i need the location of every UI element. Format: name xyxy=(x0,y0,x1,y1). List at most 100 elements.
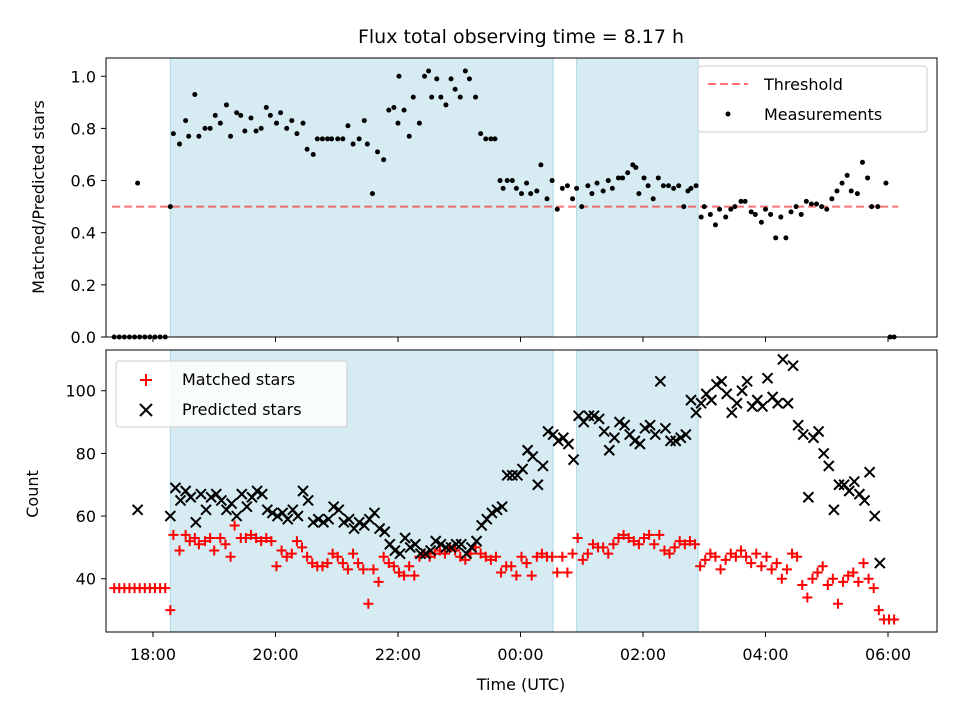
predicted-star-point xyxy=(261,504,274,516)
matched-star-point xyxy=(807,573,818,584)
matched-star-point xyxy=(220,539,231,550)
matched-star-point xyxy=(460,554,471,565)
matched-star-point xyxy=(838,576,849,587)
matched-star-point xyxy=(200,536,211,547)
matched-star-point xyxy=(521,558,532,569)
predicted-star-point xyxy=(353,516,365,529)
matched-star-point xyxy=(229,520,240,531)
matched-star-point xyxy=(649,539,660,550)
bottom-legend: Matched stars Predicted stars xyxy=(115,360,348,428)
measurement-point xyxy=(559,185,565,191)
measurement-point xyxy=(462,68,468,74)
measurement-point xyxy=(549,178,555,184)
measurement-point xyxy=(396,73,402,79)
measurement-point xyxy=(248,115,254,121)
measurement-point xyxy=(854,191,860,197)
predicted-star-point xyxy=(603,444,616,456)
matched-star-point xyxy=(399,570,410,581)
measurement-point xyxy=(824,206,830,212)
x-tick-label: 18:00 xyxy=(130,645,176,664)
measurement-point xyxy=(655,175,661,181)
measurement-point xyxy=(808,201,814,207)
measurement-point xyxy=(660,183,666,189)
predicted-star-point xyxy=(669,435,682,447)
matched-star-point xyxy=(393,567,404,578)
matched-star-point xyxy=(725,548,736,559)
measurement-point xyxy=(738,198,744,204)
measurement-point xyxy=(234,110,240,116)
predicted-star-point xyxy=(174,494,187,507)
measurement-point xyxy=(570,196,576,202)
predicted-star-point xyxy=(527,450,539,463)
predicted-star-point xyxy=(327,500,340,513)
predicted-star-point xyxy=(230,510,243,522)
matched-star-point xyxy=(552,567,563,578)
predicted-star-point xyxy=(705,394,718,406)
measurement-point xyxy=(564,183,570,189)
measurement-point xyxy=(212,112,218,118)
matched-star-point xyxy=(332,551,343,562)
matched-star-point xyxy=(787,548,798,559)
measurement-point xyxy=(500,185,506,191)
measurement-point xyxy=(594,180,600,186)
measurements-series xyxy=(111,68,897,340)
measurement-point xyxy=(778,214,784,220)
matched-star-point xyxy=(475,548,486,559)
bottom-legend-box xyxy=(115,360,348,428)
matched-star-point xyxy=(863,573,874,584)
measurement-point xyxy=(294,131,300,137)
matched-star-point xyxy=(843,570,854,581)
measurement-point xyxy=(859,159,865,165)
predicted-star-point xyxy=(399,532,411,544)
measurement-point xyxy=(202,125,208,131)
matched-star-point xyxy=(251,533,262,543)
predicted-star-point xyxy=(307,516,319,529)
matched-star-point xyxy=(205,533,216,543)
matched-star-point xyxy=(261,533,272,543)
matched-star-point xyxy=(715,564,726,575)
matched-star-point xyxy=(189,533,200,543)
predicted-star-point xyxy=(664,435,677,447)
predicted-star-point xyxy=(205,491,217,503)
matched-star-point xyxy=(598,542,609,553)
matched-star-point xyxy=(654,529,665,540)
measurement-point xyxy=(538,162,544,168)
predicted-star-point xyxy=(302,494,314,507)
matched-star-point xyxy=(644,529,655,540)
predicted-star-point xyxy=(131,504,144,516)
matched-star-point xyxy=(193,539,204,550)
predicted-star-point xyxy=(225,497,238,510)
matched-star-point xyxy=(388,561,399,572)
predicted-star-point xyxy=(185,491,197,503)
predicted-star-point xyxy=(430,535,442,547)
matched-star-point xyxy=(741,551,752,562)
bottom-y-axis-label: Count xyxy=(23,470,42,518)
matched-star-point xyxy=(531,551,542,562)
matched-star-point xyxy=(297,542,308,553)
measurement-point xyxy=(728,206,734,212)
matched-star-point xyxy=(746,558,757,569)
matched-star-point xyxy=(853,576,864,587)
matched-star-point xyxy=(817,561,828,572)
matched-star-point xyxy=(547,551,558,562)
matched-star-point xyxy=(705,548,716,559)
y-tick-label: 0.0 xyxy=(71,328,96,347)
measurement-point xyxy=(752,211,758,217)
measurement-point xyxy=(519,191,524,197)
matched-star-point xyxy=(756,561,767,572)
observing-interval-band xyxy=(576,58,699,337)
top-x-ticks xyxy=(152,337,889,342)
predicted-star-point xyxy=(858,494,871,507)
matched-star-point xyxy=(180,529,191,540)
matched-star-point xyxy=(827,573,838,584)
matched-star-point xyxy=(368,564,379,575)
y-tick-label: 60 xyxy=(76,507,96,526)
measurement-point xyxy=(513,185,519,191)
measurement-point xyxy=(574,185,580,191)
measurement-point xyxy=(361,118,367,124)
measurement-point xyxy=(289,118,295,124)
measurement-point xyxy=(839,180,845,186)
measurement-point xyxy=(238,112,244,118)
predicted-star-point xyxy=(649,428,661,441)
measurement-point xyxy=(223,102,229,108)
